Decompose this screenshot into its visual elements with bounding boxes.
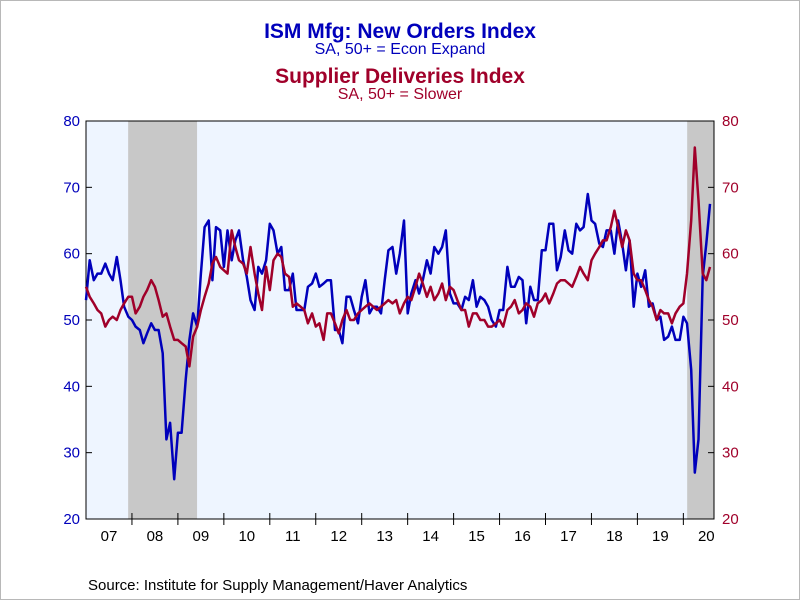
x-tick-label-07: 07 bbox=[101, 528, 118, 545]
x-tick-label-16: 16 bbox=[514, 528, 531, 545]
x-tick-label-19: 19 bbox=[652, 528, 669, 545]
y-tick-label-right-30: 30 bbox=[722, 445, 739, 462]
series-line-supplier-deliveries bbox=[84, 146, 712, 368]
y-tick-label-right-20: 20 bbox=[722, 511, 739, 528]
source-note: Source: Institute for Supply Management/… bbox=[88, 577, 468, 594]
x-tick-label-14: 14 bbox=[422, 528, 439, 545]
series2-subtitle: SA, 50+ = Slower bbox=[337, 86, 463, 103]
y-tick-label-left-30: 30 bbox=[63, 445, 80, 462]
series1-subtitle: SA, 50+ = Econ Expand bbox=[314, 41, 486, 58]
x-tick-label-17: 17 bbox=[560, 528, 577, 545]
x-tick-label-09: 09 bbox=[193, 528, 210, 545]
series1-title: ISM Mfg: New Orders Index bbox=[264, 20, 536, 43]
y-tick-label-right-60: 60 bbox=[722, 246, 739, 263]
series2-title: Supplier Deliveries Index bbox=[275, 65, 525, 88]
y-tick-label-right-70: 70 bbox=[722, 179, 739, 196]
x-tick-label-13: 13 bbox=[376, 528, 393, 545]
y-tick-label-right-80: 80 bbox=[722, 113, 739, 130]
x-tick-label-18: 18 bbox=[606, 528, 623, 545]
series-line-new-orders bbox=[84, 192, 712, 481]
x-tick-label-10: 10 bbox=[238, 528, 255, 545]
y-tick-label-right-50: 50 bbox=[722, 312, 739, 329]
x-tick-label-11: 11 bbox=[285, 528, 301, 545]
x-tick-label-08: 08 bbox=[147, 528, 164, 545]
x-tick-label-20: 20 bbox=[698, 528, 715, 545]
recession-band-1 bbox=[128, 121, 198, 519]
y-tick-label-left-20: 20 bbox=[63, 511, 80, 528]
y-tick-label-left-40: 40 bbox=[63, 378, 80, 395]
y-tick-label-left-70: 70 bbox=[63, 179, 80, 196]
x-tick-label-12: 12 bbox=[330, 528, 347, 545]
y-tick-label-left-50: 50 bbox=[63, 312, 80, 329]
x-tick-label-15: 15 bbox=[468, 528, 485, 545]
y-tick-label-right-40: 40 bbox=[722, 378, 739, 395]
y-tick-label-left-80: 80 bbox=[63, 113, 80, 130]
y-tick-label-left-60: 60 bbox=[63, 246, 80, 263]
